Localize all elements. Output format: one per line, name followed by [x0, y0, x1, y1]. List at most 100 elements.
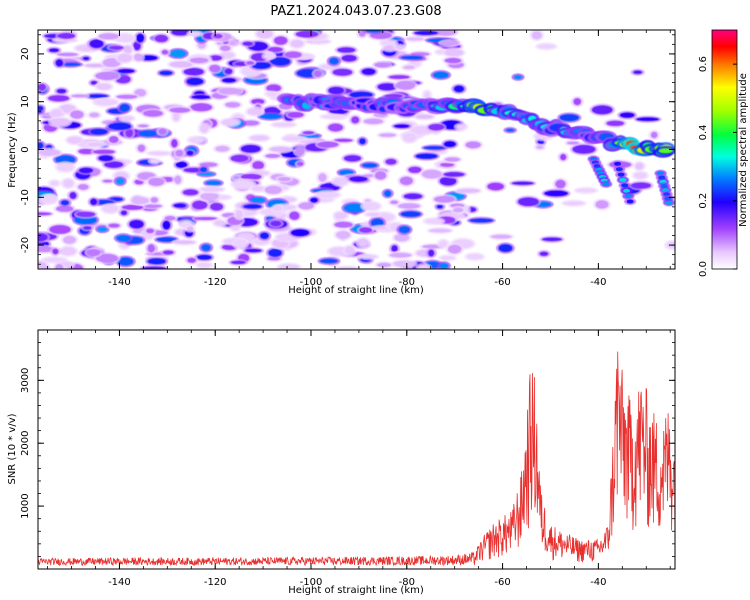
x-tick-label: -60 — [494, 277, 510, 288]
spectrogram-cell — [443, 172, 465, 177]
spectrogram-cell — [415, 153, 438, 159]
spectrogram-cell — [266, 84, 282, 92]
spectrogram-cell — [222, 78, 236, 83]
spectrogram-cell — [624, 194, 632, 199]
spectrogram-cell — [634, 172, 647, 179]
spectrogram-cell — [398, 226, 411, 234]
spectrogram-cell — [218, 87, 242, 95]
spectrogram-cell — [38, 142, 44, 150]
spectrogram-cell — [225, 101, 241, 108]
spectrogram-cell — [428, 123, 445, 131]
spectrogram-cell — [576, 188, 597, 193]
spectrogram-cell — [188, 31, 201, 36]
spectrogram-x-ticks: -140 -120 -100 -80 -60 -40 — [47, 30, 671, 288]
spectrogram-cell — [290, 39, 304, 48]
spectrogram-cell — [55, 264, 64, 269]
spectrogram-cell — [117, 257, 134, 266]
spectrogram-cell — [555, 179, 566, 189]
spectrogram-cell — [150, 159, 159, 163]
spectrogram-cell — [131, 197, 150, 205]
spectrogram-cell — [230, 154, 249, 162]
spectrogram-cell — [361, 163, 378, 168]
spectrogram-cell — [169, 107, 191, 113]
spectrogram-cell — [196, 254, 212, 260]
spectrogram-cell — [263, 54, 274, 59]
spectrogram-cell — [133, 53, 143, 61]
spectrogram-cell — [602, 182, 610, 187]
spectrogram-cell — [310, 197, 318, 203]
spectrogram-cell — [71, 94, 88, 98]
spectrogram-cell — [440, 256, 455, 260]
spectrogram-cell — [221, 119, 239, 126]
spectrogram-cell — [456, 188, 481, 193]
spectrogram-cell — [95, 71, 119, 81]
spectrogram-cell — [362, 202, 380, 211]
spectrogram-cell — [175, 149, 184, 157]
spectrogram-cell — [102, 179, 113, 183]
spectrogram-cell — [38, 261, 47, 269]
snr-x-axis-label: Height of straight line (km) — [288, 585, 424, 596]
spectrogram-cell — [266, 92, 277, 96]
spectrogram-cell — [56, 88, 67, 94]
spectrogram-cell — [214, 220, 226, 226]
spectrogram-cell — [264, 185, 282, 195]
spectrogram-cell — [440, 40, 460, 46]
spectrogram-cell — [161, 49, 169, 55]
spectrogram-cell — [359, 138, 366, 145]
snr-x-ticks: -140 -120 -100 -80 -60 -40 — [47, 330, 671, 588]
spectrogram-cell — [490, 234, 512, 239]
y-tick-label: 2000 — [20, 430, 31, 455]
spectrogram-cell — [337, 47, 356, 53]
spectrogram-cell — [156, 237, 177, 242]
spectrogram-cell — [231, 226, 240, 231]
spectrogram-cell — [297, 161, 304, 166]
spectrogram-cell — [175, 161, 188, 168]
spectrogram-cell — [614, 161, 622, 166]
y-tick-label: -10 — [20, 189, 31, 205]
spectrogram-cell — [47, 95, 70, 102]
spectrogram-cell — [70, 110, 84, 119]
spectrogram-cell — [273, 36, 288, 45]
spectrogram-cell — [514, 75, 523, 80]
snr-y-axis-label: SNR (10 * v/v) — [7, 413, 18, 484]
spectrogram-cell — [245, 248, 262, 253]
spectrogram-cell — [606, 120, 625, 127]
spectrogram-cell — [378, 133, 397, 137]
spectrogram-cell — [252, 161, 265, 170]
spectrogram-cell — [295, 30, 319, 38]
spectrogram-cell — [98, 33, 119, 40]
spectrogram-cell — [137, 124, 149, 128]
spectrogram-cell — [334, 212, 348, 219]
spectrogram-cell — [57, 33, 76, 39]
spectrogram-cell — [536, 145, 544, 150]
spectrogram-cell — [272, 122, 295, 127]
spectrogram-cell — [623, 188, 631, 193]
spectrogram-cell — [465, 141, 481, 149]
spectrogram-cell — [246, 61, 254, 65]
spectrogram-cell — [242, 41, 253, 46]
x-tick-label: -120 — [204, 577, 227, 588]
spectrogram-cell — [373, 226, 387, 230]
spectrogram-cell — [277, 177, 291, 182]
spectrogram-cell — [62, 179, 74, 188]
spectrogram-cell — [121, 204, 144, 210]
spectrogram-cell — [143, 204, 162, 208]
spectrogram-cell — [400, 211, 421, 217]
spectrogram-cell — [174, 175, 182, 185]
spectrogram-cell — [138, 130, 158, 137]
spectrogram-cell — [505, 128, 515, 132]
spectrogram-cell — [393, 260, 416, 267]
spectrogram-cell — [116, 234, 131, 242]
spectrogram-cell — [573, 98, 582, 106]
spectrogram-cell — [90, 80, 98, 85]
spectrogram-cell — [444, 57, 462, 64]
spectrogram-cell — [290, 229, 310, 237]
spectrogram-cell — [544, 190, 569, 197]
x-tick-label: -120 — [204, 277, 227, 288]
spectrogram-cell — [289, 211, 300, 220]
spectrogram-cell — [187, 257, 197, 263]
spectrogram-cell — [209, 64, 221, 73]
spectrogram-cell — [146, 228, 155, 234]
colorbar-tick-label: 0.2 — [698, 193, 709, 209]
spectrogram-cell — [626, 199, 634, 204]
